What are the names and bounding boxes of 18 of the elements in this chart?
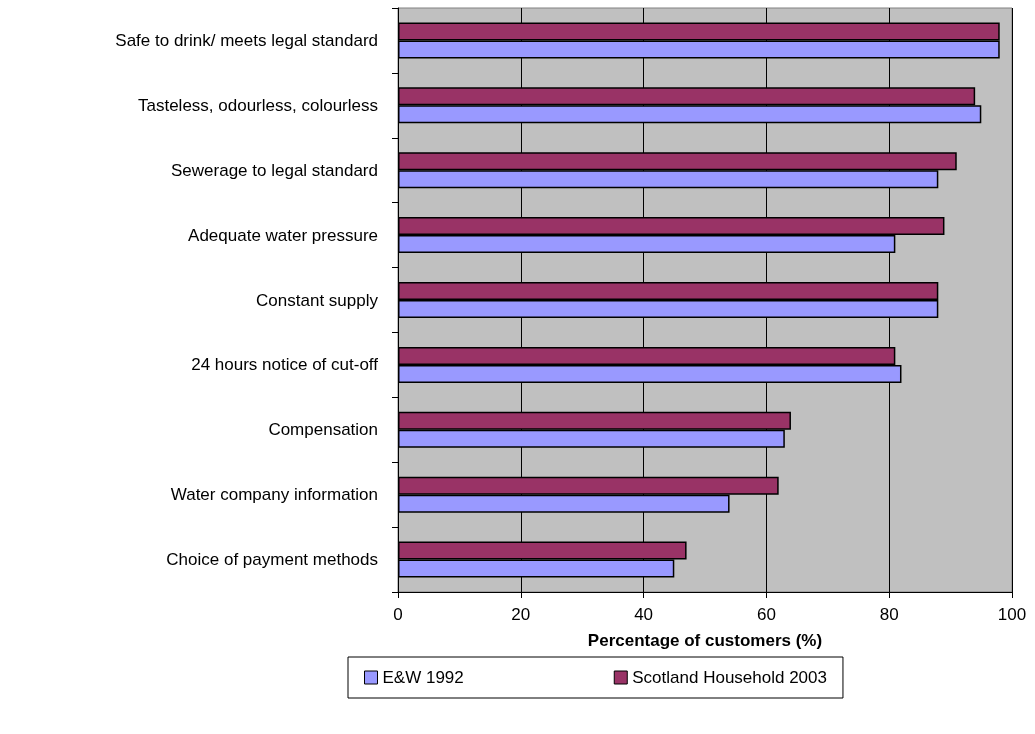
- y-tick-label: Compensation: [268, 420, 378, 440]
- y-tick-label: Sewerage to legal standard: [171, 160, 378, 180]
- x-tick-label: 40: [634, 605, 654, 624]
- x-tick-label: 0: [393, 605, 403, 624]
- x-tick-label: 80: [879, 605, 899, 624]
- x-tick-label: 20: [511, 605, 531, 624]
- x-axis-title: Percentage of customers (%): [587, 631, 823, 650]
- y-tick-label: Constant supply: [256, 290, 379, 310]
- y-tick-label: Water company information: [170, 485, 378, 505]
- y-tick-label: Adequate water pressure: [188, 225, 378, 245]
- y-tick-label: Choice of payment methods: [166, 550, 378, 570]
- legend-label: E&W 1992: [382, 668, 464, 687]
- y-tick-label: Tasteless, odourless, colourless: [137, 95, 378, 115]
- y-tick-label: 24 hours notice of cut-off: [191, 355, 379, 375]
- y-tick-label: Safe to drink/ meets legal standard: [115, 30, 378, 50]
- legend-label: Scotland Household 2003: [632, 668, 827, 687]
- x-tick-label: 60: [756, 605, 776, 624]
- x-tick-label: 100: [997, 605, 1027, 624]
